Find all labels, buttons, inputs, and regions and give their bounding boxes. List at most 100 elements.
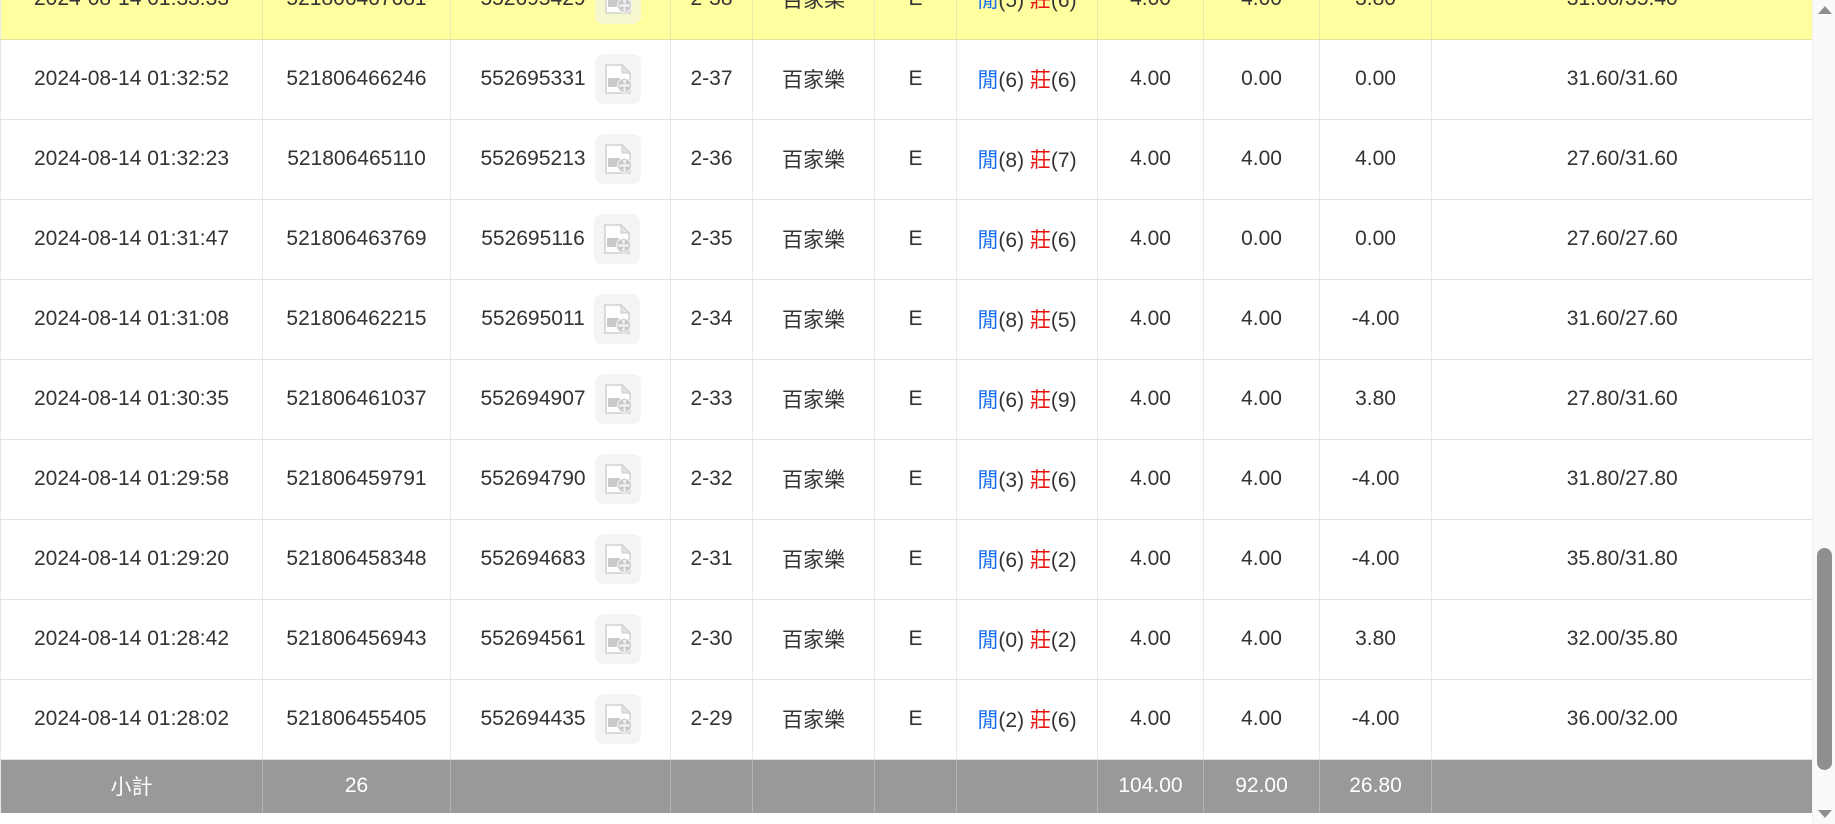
cell-table-no: 2-35 bbox=[670, 199, 753, 280]
cell-win-loss: -4.00 bbox=[1319, 279, 1432, 360]
cell-order-no: 521806463769 bbox=[262, 199, 451, 280]
cell-bet-time: 2024-08-14 01:32:23 bbox=[0, 119, 263, 200]
player-label: 閒 bbox=[977, 0, 998, 12]
player-points: (6) bbox=[998, 69, 1025, 92]
cell-valid-amount: 4.00 bbox=[1203, 119, 1320, 200]
vertical-scrollbar[interactable] bbox=[1812, 0, 1835, 824]
cell-win-loss: -4.00 bbox=[1319, 679, 1432, 760]
cell-table-no: 2-31 bbox=[670, 519, 753, 600]
cell-win-loss: 4.00 bbox=[1319, 119, 1432, 200]
cell-game-type: 百家樂 bbox=[752, 0, 875, 40]
video-replay-icon[interactable] bbox=[594, 0, 641, 24]
table-row[interactable]: 2024-08-14 01:32:23 521806465110 552695213… bbox=[0, 119, 1812, 200]
cell-game-type: 百家樂 bbox=[752, 119, 875, 200]
scroll-down-arrow[interactable] bbox=[1813, 804, 1835, 824]
table-row[interactable]: 2024-08-14 01:31:08 521806462215 552695011… bbox=[0, 279, 1812, 360]
cell-table-no: 2-34 bbox=[670, 279, 753, 360]
cell-bet-amount: 4.00 bbox=[1097, 39, 1204, 120]
video-replay-icon[interactable] bbox=[594, 534, 641, 584]
cell-bet-area: E bbox=[874, 359, 957, 440]
banker-label: 莊 bbox=[1029, 388, 1051, 412]
cell-order-no: 521806461037 bbox=[262, 359, 451, 440]
table-row[interactable]: 2024-08-14 01:33:33521806467681 552695429… bbox=[0, 0, 1812, 40]
player-points: (2) bbox=[998, 709, 1025, 732]
cell-bet-area: E bbox=[874, 279, 957, 360]
subtotal-label: 小計 bbox=[0, 758, 263, 813]
table-row[interactable]: 2024-08-14 01:32:52 521806466246 552695331… bbox=[0, 39, 1812, 120]
video-replay-icon[interactable] bbox=[594, 694, 641, 744]
table-row[interactable]: 2024-08-14 01:28:42 521806456943 552694561… bbox=[0, 599, 1812, 680]
cell-balance: 27.60/31.60 bbox=[1431, 119, 1812, 200]
cell-table-no: 2-30 bbox=[670, 599, 753, 680]
banker-points: (9) bbox=[1050, 389, 1077, 412]
cell-game-result: 閒(3) 莊(6) bbox=[956, 439, 1098, 520]
scroll-thumb[interactable] bbox=[1817, 548, 1832, 770]
cell-game-result: 閒(6) 莊(2) bbox=[956, 519, 1098, 600]
cell-win-loss: 3.80 bbox=[1319, 0, 1432, 40]
cell-game-type: 百家樂 bbox=[752, 279, 875, 360]
scroll-up-arrow[interactable] bbox=[1813, 0, 1835, 20]
cell-win-loss: -4.00 bbox=[1319, 439, 1432, 520]
video-replay-icon[interactable] bbox=[594, 454, 641, 504]
video-replay-icon[interactable] bbox=[593, 214, 640, 264]
video-replay-icon[interactable] bbox=[594, 54, 641, 104]
cell-bet-time: 2024-08-14 01:28:02 bbox=[0, 679, 263, 760]
cell-table-no: 2-32 bbox=[670, 439, 753, 520]
cell-bet-area: E bbox=[874, 519, 957, 600]
subtotal-balance bbox=[1431, 758, 1812, 813]
video-replay-icon[interactable] bbox=[594, 134, 641, 184]
cell-table-no: 2-37 bbox=[670, 39, 753, 120]
round-no-text: 552694683 bbox=[480, 547, 586, 570]
table-row[interactable]: 2024-08-14 01:31:47 521806463769 552695116… bbox=[0, 199, 1812, 280]
subtotal-win-loss: 26.80 bbox=[1319, 758, 1432, 813]
player-points: (6) bbox=[998, 389, 1025, 412]
cell-order-no: 521806465110 bbox=[262, 119, 451, 200]
subtotal-area bbox=[874, 758, 957, 813]
player-points: (0) bbox=[998, 629, 1025, 652]
player-label: 閒 bbox=[977, 628, 999, 652]
cell-order-no: 521806455405 bbox=[262, 679, 451, 760]
table-row[interactable]: 2024-08-14 01:29:58 521806459791 552694790… bbox=[0, 439, 1812, 520]
video-replay-icon[interactable] bbox=[594, 614, 641, 664]
cell-game-result: 閒(6) 莊(9) bbox=[956, 359, 1098, 440]
player-label: 閒 bbox=[977, 548, 999, 572]
cell-game-result: 閒(6) 莊(6) bbox=[956, 199, 1098, 280]
cell-table-no: 2-36 bbox=[670, 119, 753, 200]
table-row[interactable]: 2024-08-14 01:29:20 521806458348 552694683… bbox=[0, 519, 1812, 600]
cell-bet-amount: 4.00 bbox=[1097, 599, 1204, 680]
banker-label: 莊 bbox=[1029, 228, 1051, 252]
round-no-text: 552694561 bbox=[480, 627, 586, 650]
player-label: 閒 bbox=[977, 148, 999, 172]
cell-bet-amount: 4.00 bbox=[1097, 359, 1204, 440]
banker-label: 莊 bbox=[1029, 708, 1051, 732]
banker-points: (2) bbox=[1050, 549, 1077, 572]
cell-round-no: 552694561 bbox=[450, 599, 671, 680]
banker-label: 莊 bbox=[1030, 0, 1051, 12]
cell-order-no: 521806467681 bbox=[262, 0, 451, 40]
cell-game-result: 閒(0) 莊(2) bbox=[956, 599, 1098, 680]
video-replay-icon[interactable] bbox=[593, 294, 640, 344]
cell-bet-time: 2024-08-14 01:29:20 bbox=[0, 519, 263, 600]
cell-bet-area: E bbox=[874, 39, 957, 120]
banker-label: 莊 bbox=[1029, 628, 1051, 652]
cell-round-no: 552695213 bbox=[450, 119, 671, 200]
table-row[interactable]: 2024-08-14 01:30:35 521806461037 552694907… bbox=[0, 359, 1812, 440]
cell-win-loss: 0.00 bbox=[1319, 199, 1432, 280]
subtotal-game bbox=[752, 758, 875, 813]
banker-label: 莊 bbox=[1029, 468, 1051, 492]
banker-label: 莊 bbox=[1029, 68, 1051, 92]
cell-win-loss: -4.00 bbox=[1319, 519, 1432, 600]
cell-bet-time: 2024-08-14 01:32:52 bbox=[0, 39, 263, 120]
player-label: 閒 bbox=[977, 308, 999, 332]
banker-points: (6) bbox=[1050, 469, 1077, 492]
player-label: 閒 bbox=[977, 708, 999, 732]
table-row[interactable]: 2024-08-14 01:28:02 521806455405 552694435… bbox=[0, 679, 1812, 760]
cell-game-type: 百家樂 bbox=[752, 359, 875, 440]
subtotal-valid-amount: 92.00 bbox=[1203, 758, 1320, 813]
player-points: (8) bbox=[998, 309, 1025, 332]
video-replay-icon[interactable] bbox=[594, 374, 641, 424]
cell-round-no: 552694435 bbox=[450, 679, 671, 760]
cell-bet-time: 2024-08-14 01:31:47 bbox=[0, 199, 263, 280]
